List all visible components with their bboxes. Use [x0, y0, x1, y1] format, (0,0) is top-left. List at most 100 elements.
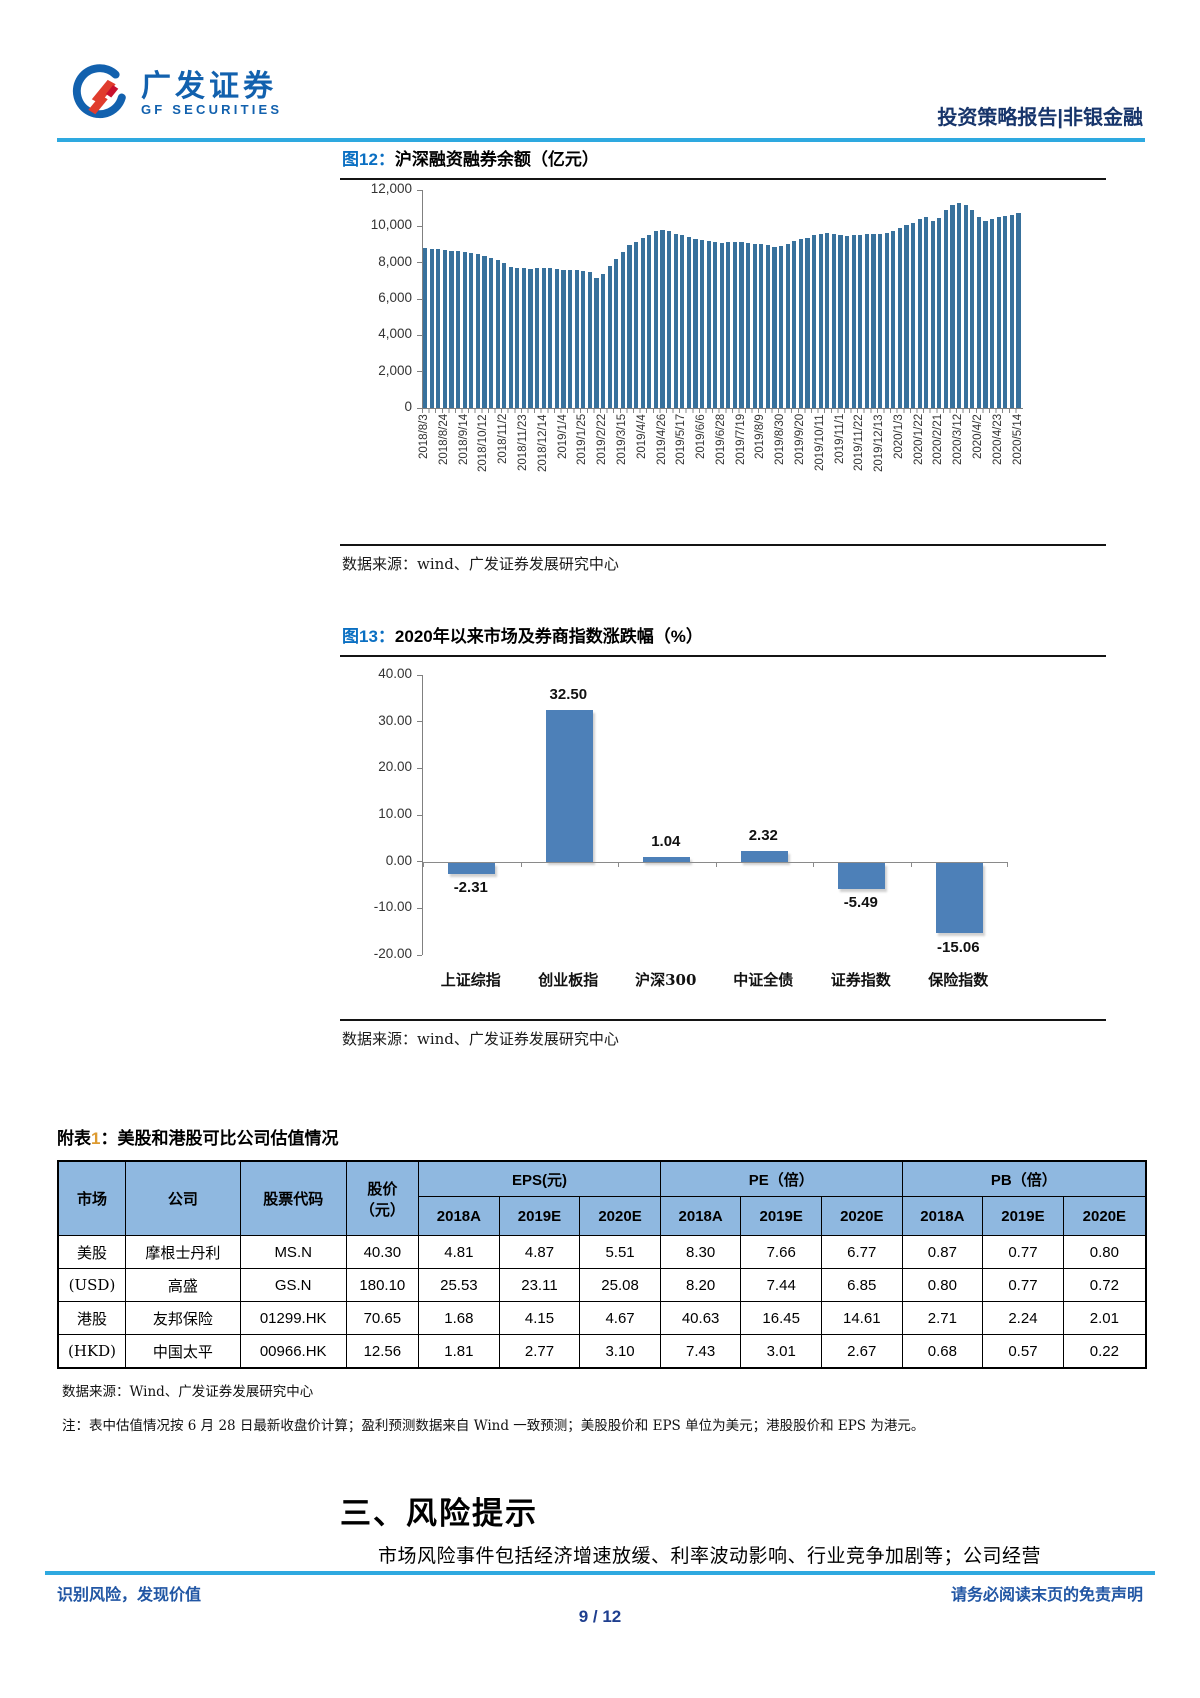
value-cell: 00966.HK [239, 1334, 347, 1369]
value-cell: 2.24 [982, 1301, 1064, 1335]
y-axis-tick [417, 721, 422, 723]
value-cell: 180.10 [345, 1268, 420, 1302]
bar [482, 255, 487, 408]
bar [666, 230, 672, 408]
bar [719, 242, 724, 408]
logo-english-name: GF SECURITIES [141, 102, 283, 118]
axis-tick [520, 861, 522, 867]
bar [1016, 212, 1021, 408]
value-cell: 12.56 [345, 1334, 420, 1369]
bar [436, 249, 441, 408]
value-cell: 3.10 [579, 1334, 661, 1369]
table-1-number: 1 [91, 1129, 101, 1148]
category-label: 中证全债 [733, 971, 794, 989]
table-1-caption-title: ：美股和港股可比公司估值情况 [100, 1129, 339, 1148]
page-header: 广发证券 GF SECURITIES 投资策略报告|非银金融 [57, 56, 1145, 142]
bar [970, 210, 975, 408]
bar [726, 242, 731, 408]
table-row: (HKD) 中国太平 00966.HK 12.56 1.81 2.77 3.10 7.43 3.… [57, 1334, 1147, 1369]
plot-area [422, 190, 1023, 409]
bar [541, 267, 546, 408]
bar [699, 240, 705, 408]
logo-chinese-name: 广发证券 [141, 69, 277, 103]
bar [647, 234, 652, 408]
x-axis-label: 2019/1/4 [556, 414, 569, 459]
y-axis-tick [417, 298, 422, 300]
bar [614, 259, 619, 408]
x-axis-label: 2019/4/4 [635, 414, 648, 459]
report-type-label: 投资策略报告|非银金融 [937, 107, 1143, 129]
bar [488, 257, 494, 408]
bar [851, 235, 856, 408]
y-axis-label: 6,000 [378, 290, 412, 305]
bar [561, 269, 566, 408]
bar [713, 242, 718, 408]
bar [469, 252, 474, 408]
margin-balance-chart: 0 2,000 4,000 6,000 8,000 10,000 12,000 2018/8/… [340, 181, 1106, 502]
bar [924, 217, 929, 408]
y-axis-tick [417, 407, 422, 409]
figure-12-caption: 图12：沪深融资融券余额（亿元） [340, 140, 1106, 180]
value-cell: 8.30 [659, 1235, 742, 1269]
bar [455, 251, 461, 408]
value-cell: 25.53 [418, 1268, 500, 1302]
market-cell: (HKD) [57, 1334, 126, 1369]
footer-slogan: 识别风险，发现价值 [57, 1587, 202, 1604]
bar [740, 850, 788, 862]
bar [759, 244, 764, 408]
bar [917, 219, 922, 408]
y-axis-label: 0 [404, 399, 412, 414]
x-axis-label: 2019/10/11 [813, 414, 826, 471]
value-cell: 6.77 [820, 1235, 903, 1269]
gf-logo-icon [72, 64, 126, 119]
figure-13-block: 图13：2020年以来市场及券商指数涨跌幅（%） 40.00 30.00 20.00… [340, 617, 1106, 1049]
y-axis-label: 2,000 [378, 362, 412, 378]
bar [963, 205, 968, 408]
bar [535, 268, 540, 408]
value-label: 2.32 [748, 826, 778, 844]
axis-tick [813, 861, 814, 867]
value-cell: 7.44 [740, 1268, 822, 1302]
value-cell: 6.85 [820, 1268, 903, 1302]
y-axis-label: 40.00 [378, 666, 412, 681]
page-number: 9 / 12 [578, 1607, 622, 1626]
value-cell: 0.68 [901, 1334, 984, 1369]
bar [653, 230, 658, 408]
x-axis-label: 2019/2/22 [596, 414, 609, 466]
bar [502, 262, 507, 408]
category-label: 创业板指 [538, 971, 599, 989]
bar [568, 269, 573, 408]
x-axis-label: 2019/8/9 [754, 414, 767, 459]
value-cell: 3.01 [740, 1334, 822, 1369]
bar [607, 266, 612, 408]
figure-12-number: 图12： [342, 150, 395, 169]
figure-13-title: 2020年以来市场及券商指数涨跌幅（%） [394, 627, 703, 646]
bar [515, 267, 520, 408]
value-cell: 4.81 [418, 1235, 500, 1269]
table-1-note: 注：表中估值情况按 6 月 28 日最新收盘价计算；盈利预测数据来自 Wind … [62, 1418, 925, 1434]
bar [442, 249, 447, 408]
bar [818, 233, 823, 408]
valuation-table: 市场 公司 股票代码 股价 （元） EPS(元) PE（倍） PB（倍） 2018A 2019E 2… [57, 1160, 1147, 1369]
value-cell: 70.65 [345, 1301, 420, 1335]
value-label: 32.50 [549, 686, 588, 703]
x-axis-label: 2018/11/23 [517, 414, 529, 471]
bar [640, 238, 645, 408]
x-axis-label: 2019/11/22 [853, 414, 866, 471]
bar [910, 222, 916, 408]
y-axis-label: 0.00 [385, 852, 412, 868]
bar [449, 250, 454, 408]
bar [844, 235, 850, 408]
bar [772, 246, 777, 408]
axis-tick [715, 861, 717, 867]
figure-13-caption: 图13：2020年以来市场及券商指数涨跌幅（%） [340, 617, 1106, 657]
y-axis-label: 10,000 [370, 217, 412, 233]
bar [574, 270, 579, 408]
bar [765, 245, 771, 408]
bar [462, 251, 467, 408]
company-cell: 高盛 [124, 1268, 241, 1302]
value-cell: 0.77 [982, 1268, 1064, 1302]
y-axis-label: 20.00 [378, 759, 412, 775]
axis-tick [423, 861, 424, 867]
bar [660, 229, 665, 408]
